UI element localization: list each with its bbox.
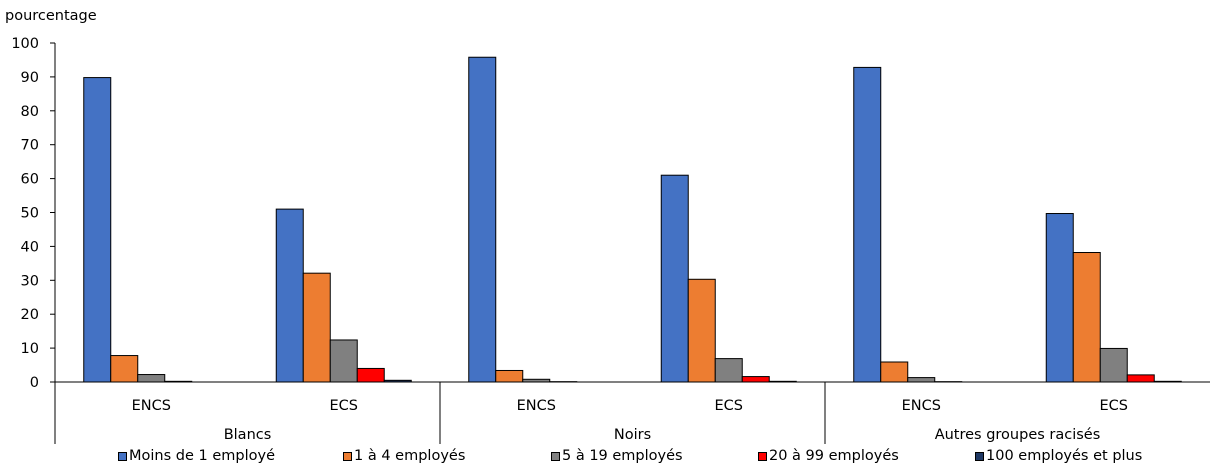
bar xyxy=(880,361,909,383)
y-tick-label: 70 xyxy=(21,138,39,154)
y-tick-label: 90 xyxy=(21,70,39,86)
bars xyxy=(83,56,1182,383)
legend-swatch xyxy=(758,452,767,461)
bar xyxy=(741,376,770,383)
legend-label: 20 à 99 employés xyxy=(769,448,899,464)
y-tick-label: 100 xyxy=(11,36,39,52)
bar xyxy=(83,77,112,383)
x-axis-labels: ENCS ECS Blancs ENCS ECS Noirs ENCS ECS Autres g… xyxy=(132,398,1128,443)
group-label: Blancs xyxy=(224,427,272,443)
bar xyxy=(356,367,385,383)
legend-label: 100 employés et plus xyxy=(986,448,1143,464)
group-label: Noirs xyxy=(614,427,651,443)
legend-label: 1 à 4 employés xyxy=(354,448,466,464)
category-label: ECS xyxy=(1100,398,1129,414)
category-label: ENCS xyxy=(902,398,941,414)
bar xyxy=(137,374,166,383)
y-tick-label: 80 xyxy=(21,104,39,120)
legend-label: 5 à 19 employés xyxy=(562,448,683,464)
bar xyxy=(853,66,882,383)
y-tick-label: 60 xyxy=(21,172,39,188)
category-label: ECS xyxy=(715,398,744,414)
category-label: ENCS xyxy=(132,398,171,414)
bar xyxy=(110,355,139,383)
legend-item: 1 à 4 employés xyxy=(343,448,465,465)
axes xyxy=(54,43,1210,444)
bar xyxy=(714,358,743,383)
y-tick-label: 50 xyxy=(21,206,39,222)
legend-item: 100 employés et plus xyxy=(975,448,1142,465)
legend-swatch xyxy=(343,452,352,461)
bar xyxy=(302,272,331,383)
legend-item: 20 à 99 employés xyxy=(758,448,899,465)
bar xyxy=(687,278,716,383)
category-label: ECS xyxy=(330,398,359,414)
bar xyxy=(660,174,689,383)
bar xyxy=(495,369,524,383)
legend-swatch xyxy=(551,452,560,461)
group-label: Autres groupes racisés xyxy=(935,427,1101,443)
bar xyxy=(1099,347,1128,383)
bar xyxy=(1072,252,1101,383)
y-tick-label: 10 xyxy=(21,341,39,357)
bar xyxy=(468,56,497,383)
bar xyxy=(329,339,358,383)
y-tick-label: 0 xyxy=(30,375,39,391)
legend-item: Moins de 1 employé xyxy=(118,448,275,465)
y-tick-label: 40 xyxy=(21,239,39,255)
legend-label: Moins de 1 employé xyxy=(129,448,275,464)
y-axis-label: pourcentage xyxy=(5,8,97,24)
y-tick-label: 30 xyxy=(21,273,39,289)
bar xyxy=(1126,374,1155,383)
y-axis-ticks: 0 10 20 30 40 50 60 70 80 90 100 xyxy=(11,36,55,391)
category-label: ENCS xyxy=(517,398,556,414)
bar xyxy=(1045,213,1074,383)
legend-swatch xyxy=(118,452,127,461)
y-tick-label: 20 xyxy=(21,307,39,323)
legend: Moins de 1 employé 1 à 4 employés 5 à 19 e… xyxy=(0,448,1216,465)
bar xyxy=(275,208,304,383)
legend-swatch xyxy=(975,452,984,461)
legend-item: 5 à 19 employés xyxy=(551,448,683,465)
bar xyxy=(907,377,936,383)
